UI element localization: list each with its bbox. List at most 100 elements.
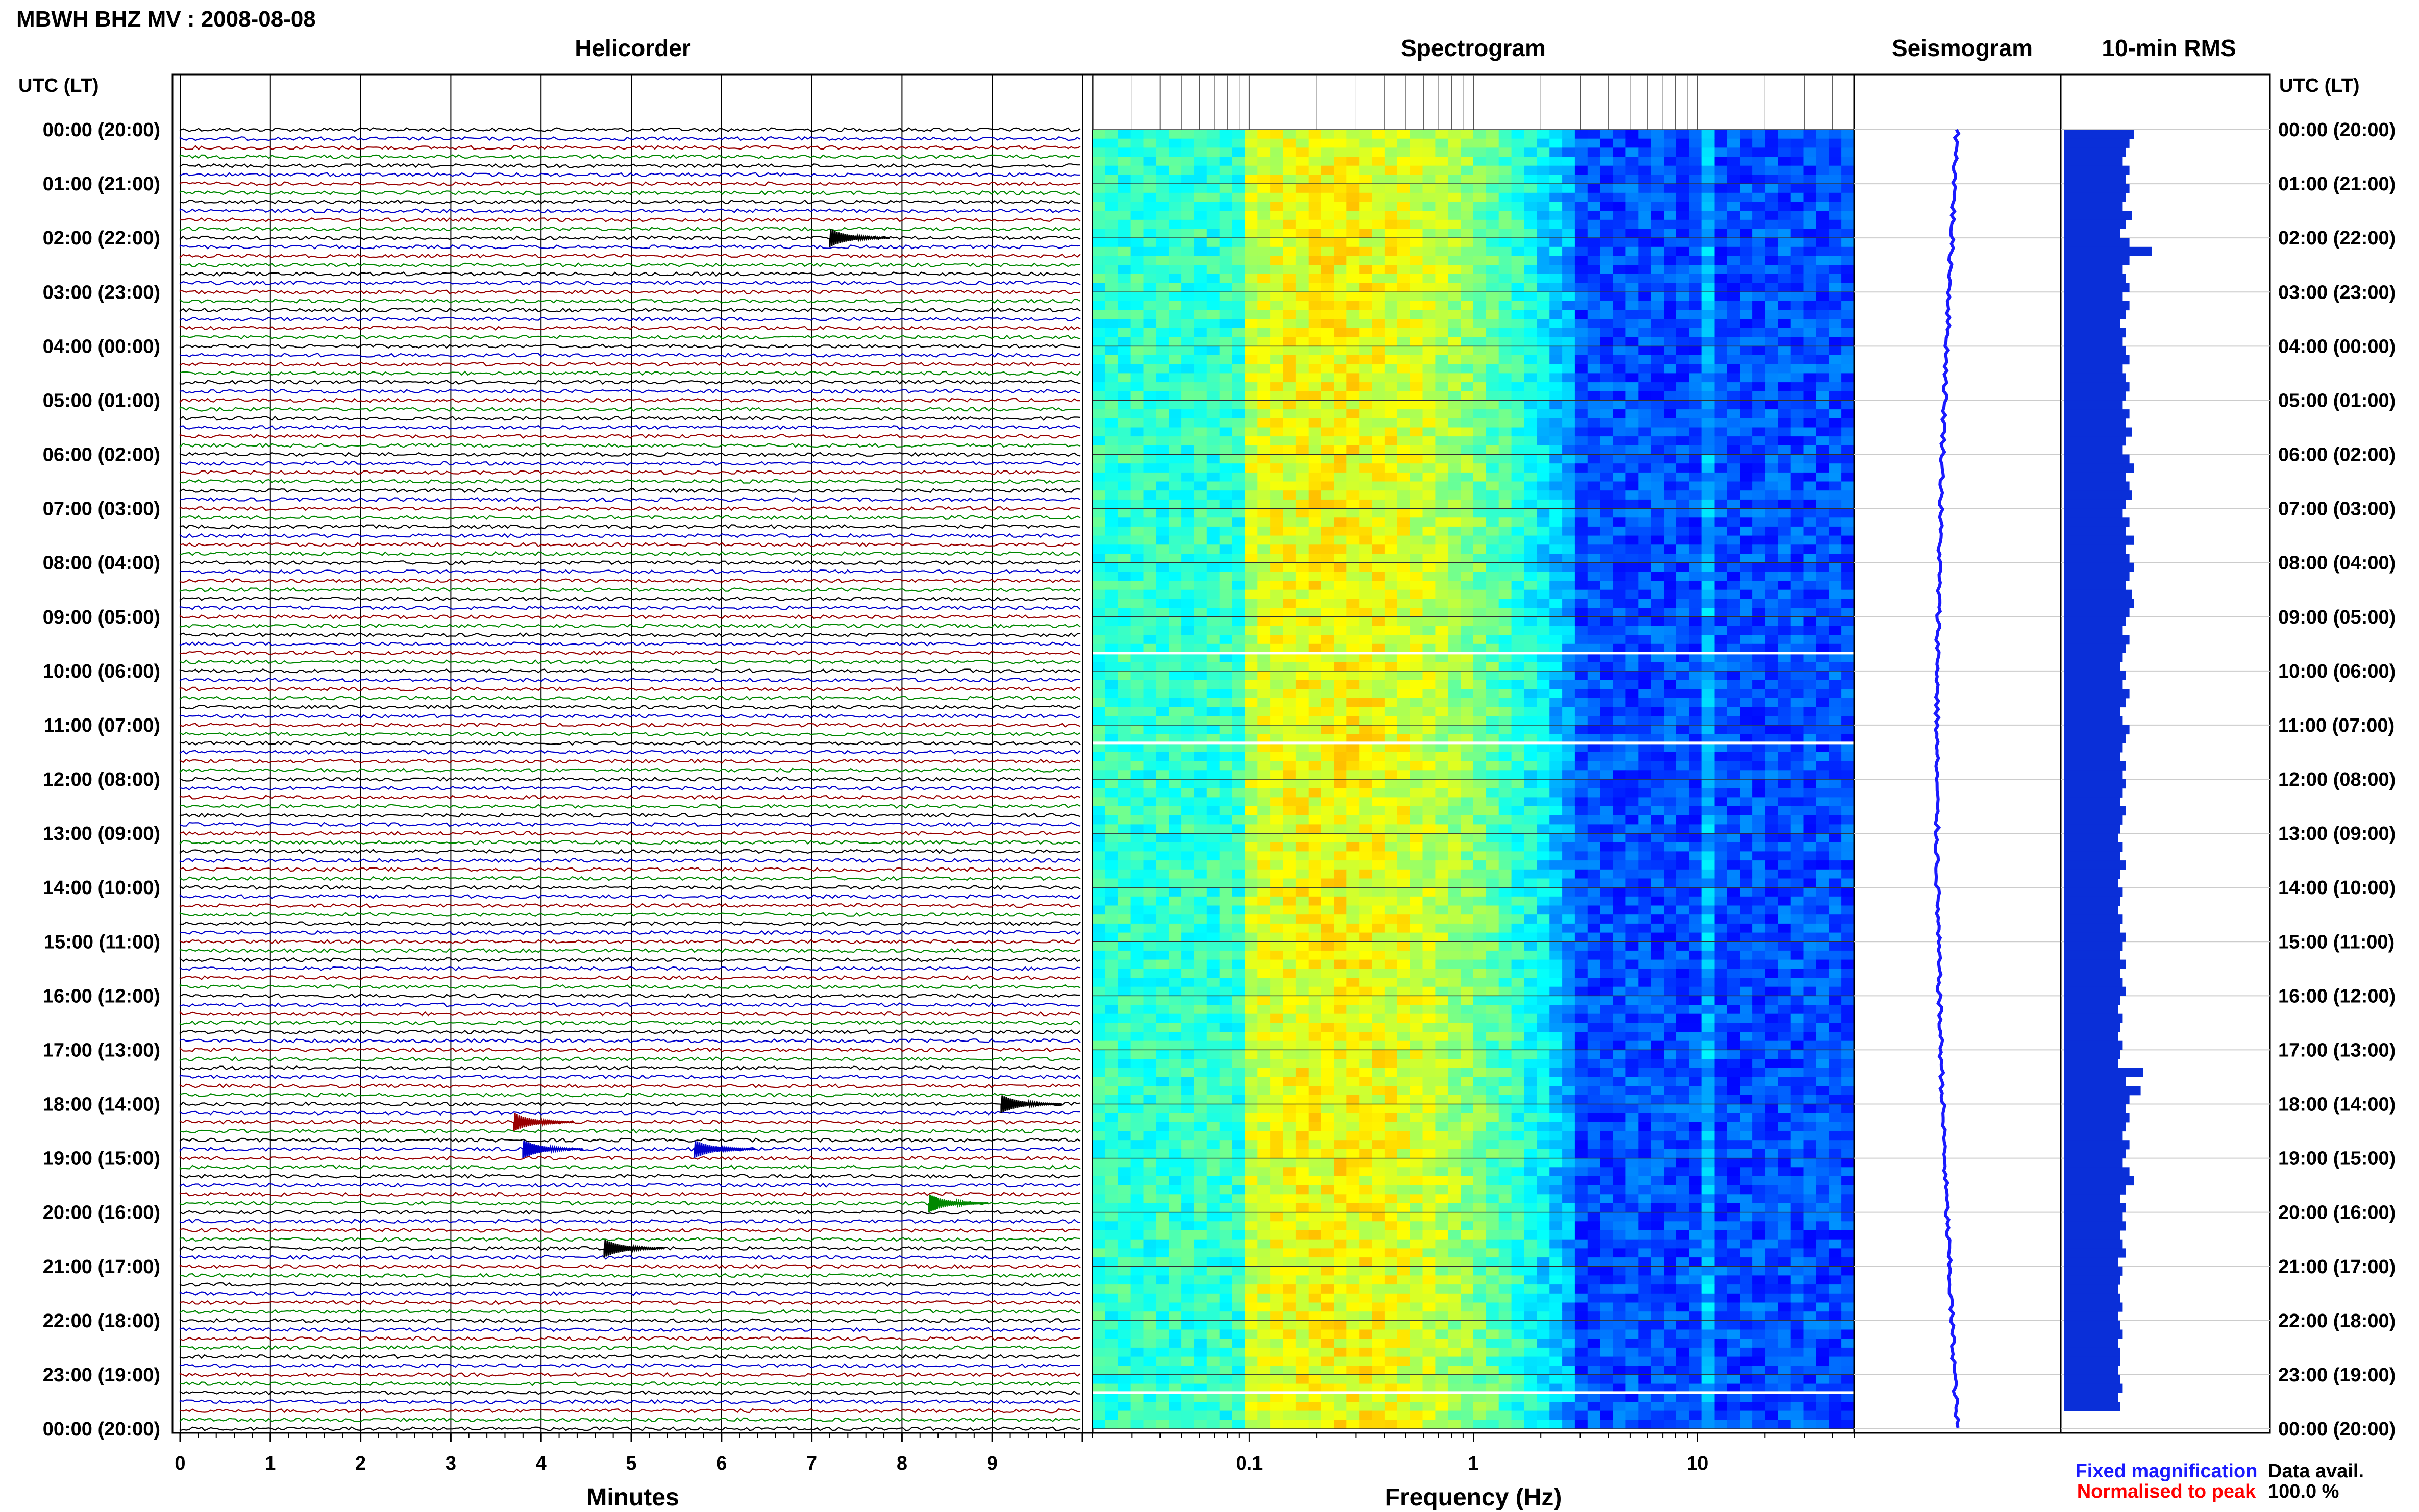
- spectrogram-cell: [1638, 192, 1651, 203]
- spectrogram-cell: [1435, 589, 1448, 599]
- spectrogram-cell: [1372, 355, 1385, 365]
- spectrogram-cell: [1600, 184, 1614, 193]
- spectrogram-cell: [1181, 346, 1195, 356]
- spectrogram-cell: [1765, 815, 1779, 825]
- spectrogram-cell: [1118, 572, 1131, 581]
- spectrogram-cell: [1537, 517, 1550, 527]
- spectrogram-cell: [1511, 265, 1525, 275]
- spectrogram-cell: [1537, 572, 1550, 581]
- spectrogram-cell: [1613, 554, 1626, 563]
- spectrogram-cell: [1562, 165, 1575, 175]
- spectrogram-cell: [1689, 246, 1702, 257]
- spectrogram-cell: [1829, 138, 1842, 148]
- spectrogram-cell: [1283, 219, 1296, 230]
- spectrogram-cell: [1232, 725, 1245, 735]
- spectrogram-cell: [1283, 761, 1296, 771]
- spectrogram-cell: [1093, 328, 1106, 338]
- spectrogram-cell: [1562, 752, 1575, 762]
- spectrogram-cell: [1410, 157, 1423, 166]
- spectrogram-cell: [1461, 508, 1474, 518]
- spectrogram-cell: [1676, 219, 1690, 230]
- spectrogram-cell: [1829, 463, 1842, 473]
- spectrogram-cell: [1308, 157, 1322, 166]
- spectrogram-cell: [1803, 382, 1816, 392]
- spectrogram-cell: [1498, 535, 1512, 545]
- spectrogram-cell: [1803, 265, 1816, 275]
- spectrogram-cell: [1486, 463, 1499, 473]
- spectrogram-cell: [1752, 761, 1766, 771]
- spectrogram-cell: [1461, 770, 1474, 780]
- spectrogram-cell: [1587, 572, 1601, 581]
- spectrogram-cell: [1664, 797, 1677, 807]
- spectrogram-cell: [1473, 743, 1487, 753]
- spectrogram-cell: [1752, 562, 1766, 572]
- spectrogram-cell: [1461, 481, 1474, 491]
- spectrogram-cell: [1524, 779, 1537, 789]
- spectrogram-cell: [1410, 427, 1423, 437]
- spectrogram-cell: [1232, 418, 1245, 428]
- spectrogram-cell: [1397, 508, 1411, 518]
- spectrogram-cell: [1194, 147, 1207, 157]
- spectrogram-cell: [1422, 517, 1436, 527]
- spectrogram-cell: [1435, 779, 1448, 789]
- spectrogram-cell: [1664, 707, 1677, 716]
- spectrogram-cell: [1600, 589, 1614, 599]
- spectrogram-cell: [1727, 635, 1740, 645]
- spectrogram-cell: [1448, 472, 1461, 482]
- spectrogram-cell: [1727, 445, 1740, 455]
- spectrogram-cell: [1816, 436, 1829, 446]
- spectrogram-cell: [1549, 815, 1563, 825]
- spectrogram-cell: [1283, 238, 1296, 247]
- spectrogram-cell: [1689, 409, 1702, 419]
- spectrogram-cell: [1524, 643, 1537, 654]
- spectrogram-cell: [1169, 256, 1182, 265]
- spectrogram-cell: [1587, 508, 1601, 518]
- spectrogram-cell: [1841, 256, 1855, 265]
- spectrogram-cell: [1727, 238, 1740, 247]
- spectrogram-cell: [1498, 328, 1512, 338]
- spectrogram-cell: [1689, 653, 1702, 662]
- spectrogram-cell: [1169, 797, 1182, 807]
- spectrogram-cell: [1549, 707, 1563, 716]
- spectrogram-cell: [1321, 643, 1335, 654]
- spectrogram-cell: [1829, 382, 1842, 392]
- spectrogram-cell: [1714, 517, 1727, 527]
- spectrogram-cell: [1346, 481, 1360, 491]
- spectrogram-cell: [1206, 283, 1220, 292]
- spectrogram-cell: [1689, 256, 1702, 265]
- spectrogram-cell: [1397, 481, 1411, 491]
- spectrogram-cell: [1384, 229, 1398, 238]
- spectrogram-cell: [1524, 256, 1537, 265]
- spectrogram-cell: [1765, 653, 1779, 662]
- spectrogram-cell: [1232, 427, 1245, 437]
- spectrogram-cell: [1372, 418, 1385, 428]
- spectrogram-cell: [1625, 508, 1639, 518]
- spectrogram-cell: [1461, 175, 1474, 184]
- spectrogram-cell: [1524, 157, 1537, 166]
- spectrogram-cell: [1701, 454, 1715, 464]
- spectrogram-cell: [1549, 770, 1563, 780]
- spectrogram-cell: [1600, 662, 1614, 672]
- spectrogram-cell: [1435, 526, 1448, 536]
- spectrogram-cell: [1359, 626, 1372, 635]
- spectrogram-cell: [1169, 229, 1182, 238]
- spectrogram-cell: [1169, 589, 1182, 599]
- spectrogram-cell: [1714, 355, 1727, 365]
- spectrogram-cell: [1295, 770, 1309, 780]
- spectrogram-cell: [1372, 454, 1385, 464]
- spectrogram-cell: [1537, 689, 1550, 699]
- spectrogram-cell: [1676, 337, 1690, 346]
- spectrogram-cell: [1346, 246, 1360, 257]
- spectrogram-cell: [1841, 743, 1855, 753]
- spectrogram-cell: [1486, 472, 1499, 482]
- spectrogram-cell: [1295, 229, 1309, 238]
- spectrogram-cell: [1245, 599, 1258, 608]
- spectrogram-cell: [1651, 319, 1664, 329]
- spectrogram-cell: [1765, 508, 1779, 518]
- helicorder-trace-row: [179, 407, 1081, 412]
- spectrogram-cell: [1600, 698, 1614, 708]
- spectrogram-cell: [1740, 752, 1753, 762]
- spectrogram-cell: [1422, 725, 1436, 735]
- spectrogram-cell: [1245, 319, 1258, 329]
